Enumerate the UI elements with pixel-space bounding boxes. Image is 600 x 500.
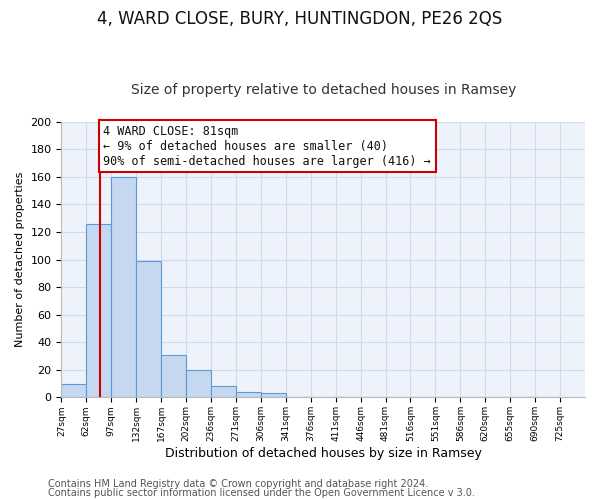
Text: Contains HM Land Registry data © Crown copyright and database right 2024.: Contains HM Land Registry data © Crown c… xyxy=(48,479,428,489)
Bar xyxy=(161,354,186,398)
Bar xyxy=(111,177,136,398)
Bar xyxy=(86,224,111,398)
Title: Size of property relative to detached houses in Ramsey: Size of property relative to detached ho… xyxy=(131,83,516,97)
Bar xyxy=(211,386,236,398)
Text: 4 WARD CLOSE: 81sqm
← 9% of detached houses are smaller (40)
90% of semi-detache: 4 WARD CLOSE: 81sqm ← 9% of detached hou… xyxy=(103,124,431,168)
Bar xyxy=(136,261,161,398)
Text: Contains public sector information licensed under the Open Government Licence v : Contains public sector information licen… xyxy=(48,488,475,498)
Bar xyxy=(61,384,86,398)
Y-axis label: Number of detached properties: Number of detached properties xyxy=(15,172,25,348)
Bar xyxy=(186,370,211,398)
Bar xyxy=(261,394,286,398)
Text: 4, WARD CLOSE, BURY, HUNTINGDON, PE26 2QS: 4, WARD CLOSE, BURY, HUNTINGDON, PE26 2Q… xyxy=(97,10,503,28)
X-axis label: Distribution of detached houses by size in Ramsey: Distribution of detached houses by size … xyxy=(165,447,482,460)
Bar xyxy=(236,392,261,398)
